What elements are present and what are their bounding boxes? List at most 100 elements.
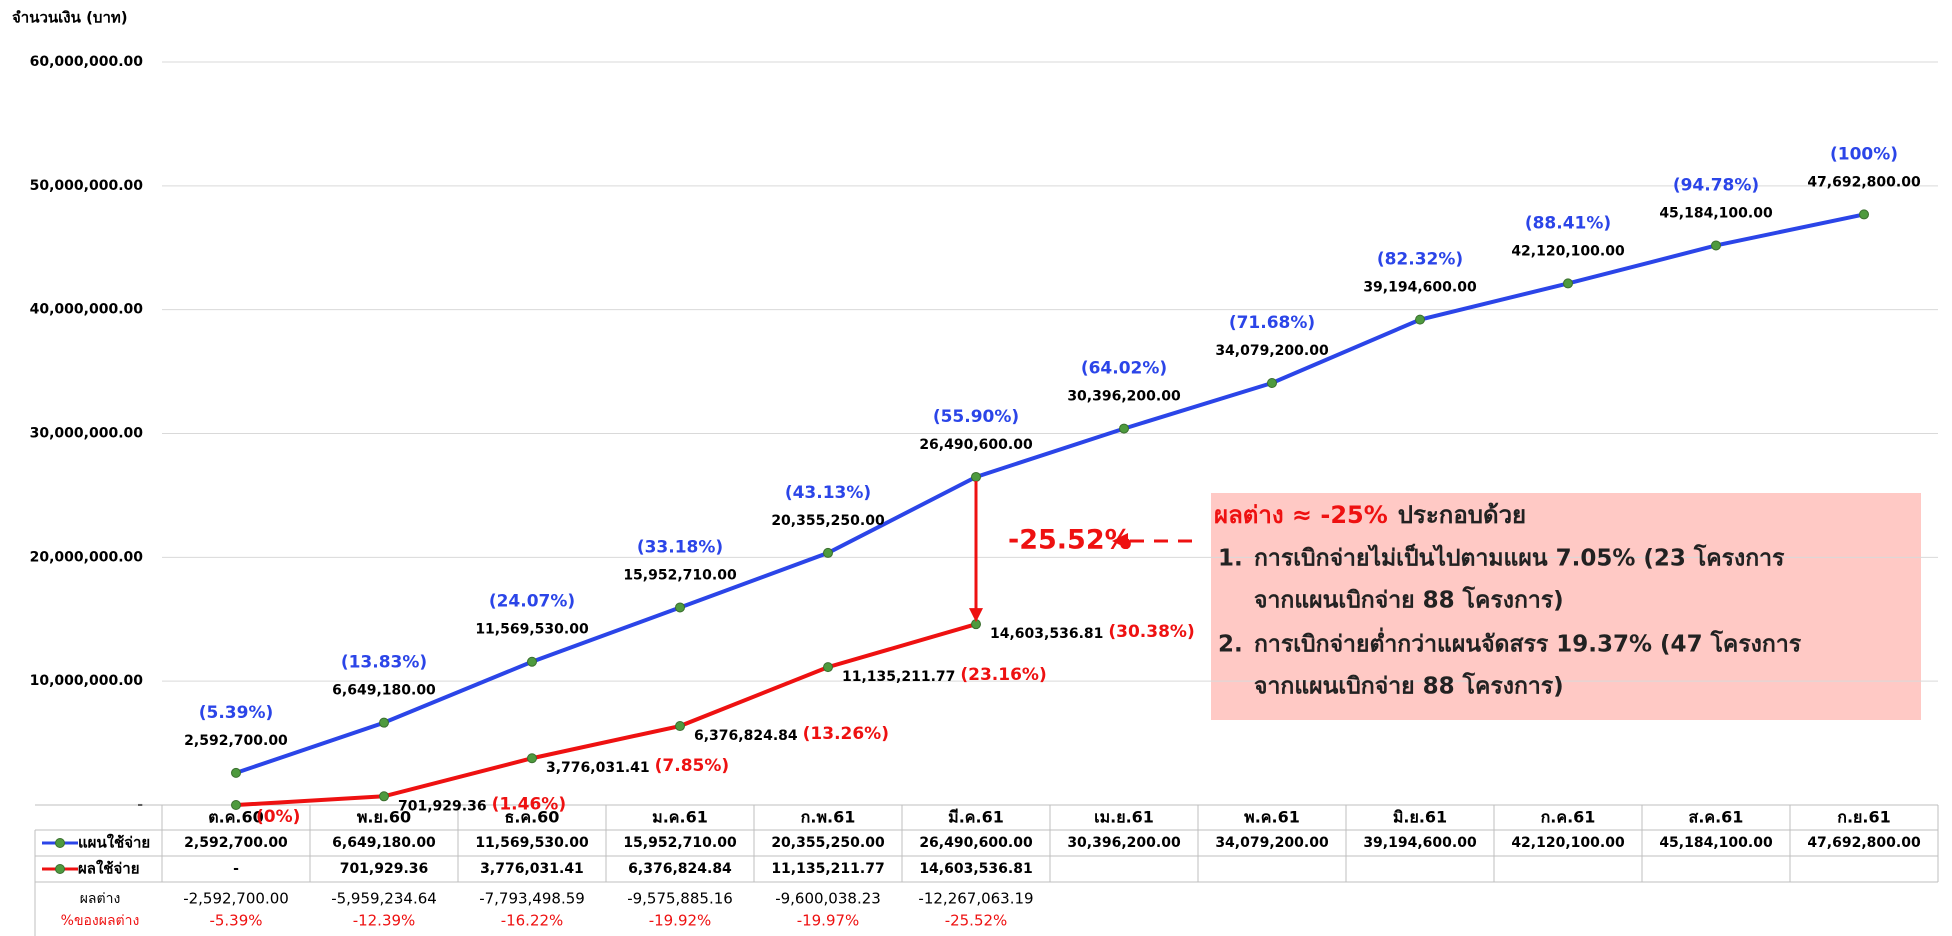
annotation-box xyxy=(1211,493,1921,720)
box-title: ผลต่าง ≈ -25% xyxy=(1214,501,1388,529)
percent-label: (30.38%) xyxy=(1108,622,1194,642)
table-cell: 30,396,200.00 xyxy=(1067,835,1181,851)
table-cell: -12,267,063.19 xyxy=(918,890,1033,908)
marker xyxy=(1267,377,1277,388)
marker xyxy=(823,547,833,558)
series-line xyxy=(235,212,1865,775)
data-label: 14,603,536.81 xyxy=(990,626,1103,642)
x-tick-label: มิ.ย.61 xyxy=(1393,808,1447,827)
box-item-line: การเบิกจ่ายต่ำกว่าแผนจัดสรร 19.37% (47 โ… xyxy=(1254,627,1802,658)
marker xyxy=(231,800,241,810)
table-cell: 701,929.36 xyxy=(340,861,429,877)
table-cell: 11,569,530.00 xyxy=(475,835,589,851)
legend-label: ผลใช้จ่าย xyxy=(78,860,140,878)
data-label: 701,929.36 xyxy=(398,798,487,814)
percent-label: (13.83%) xyxy=(341,653,427,673)
row-label: ผลต่าง xyxy=(80,891,121,907)
table-cell: -7,793,498.59 xyxy=(479,890,585,908)
percent-label: (71.68%) xyxy=(1229,313,1315,333)
y-axis-title: จำนวนเงิน (บาท) xyxy=(12,9,128,27)
x-tick-label: ก.พ.61 xyxy=(801,808,856,827)
y-tick-label: 30,000,000.00 xyxy=(30,426,144,442)
percent-label: (82.32%) xyxy=(1377,250,1463,270)
data-label: 11,569,530.00 xyxy=(475,622,589,638)
table-cell: -5.39% xyxy=(209,912,262,930)
percent-label: (13.26%) xyxy=(803,724,889,744)
marker xyxy=(1859,209,1869,220)
table-cell: -19.92% xyxy=(649,912,712,930)
x-tick-label: ก.ค.61 xyxy=(1541,808,1596,827)
table-cell: -19.97% xyxy=(797,912,860,930)
table-cell: -12.39% xyxy=(353,912,416,930)
table-cell: -2,592,700.00 xyxy=(183,890,289,908)
y-tick-label: 20,000,000.00 xyxy=(30,549,144,565)
table-cell: 3,776,031.41 xyxy=(480,861,584,877)
marker xyxy=(823,662,833,673)
legend-marker xyxy=(55,864,65,874)
percent-label: (1.46%) xyxy=(492,794,567,814)
table-cell: 47,692,800.00 xyxy=(1807,835,1921,851)
data-label: 3,776,031.41 xyxy=(546,760,650,776)
y-tick-label: 40,000,000.00 xyxy=(30,302,144,318)
legend-marker xyxy=(55,838,65,848)
y-tick-label: 10,000,000.00 xyxy=(30,673,144,689)
marker xyxy=(527,656,537,667)
x-tick-label: ธ.ค.60 xyxy=(505,808,560,827)
box-item-marker: 2. xyxy=(1218,632,1243,658)
marker xyxy=(971,471,981,482)
data-label: 42,120,100.00 xyxy=(1511,243,1625,259)
data-label: 45,184,100.00 xyxy=(1659,205,1773,221)
y-tick-label: 60,000,000.00 xyxy=(30,54,144,70)
x-tick-label: ก.ย.61 xyxy=(1837,808,1890,827)
table-cell: 6,376,824.84 xyxy=(628,861,732,877)
data-label: 15,952,710.00 xyxy=(623,567,737,583)
percent-label: (100%) xyxy=(1830,144,1898,164)
series-line xyxy=(235,622,977,807)
box-item-line: การเบิกจ่ายไม่เป็นไปตามแผน 7.05% (23 โคร… xyxy=(1254,543,1785,572)
marker xyxy=(1119,423,1129,434)
data-label: 6,649,180.00 xyxy=(332,683,436,699)
table-cell: 45,184,100.00 xyxy=(1659,835,1773,851)
x-tick-label: มี.ค.61 xyxy=(948,808,1004,827)
box-item-marker: 1. xyxy=(1218,546,1243,572)
percent-label: (88.41%) xyxy=(1525,213,1611,233)
percent-label: (7.85%) xyxy=(655,756,730,776)
table-cell: 26,490,600.00 xyxy=(919,835,1033,851)
table-cell: 14,603,536.81 xyxy=(919,861,1032,877)
table-cell: -5,959,234.64 xyxy=(331,890,437,908)
legend-label: แผนใช้จ่าย xyxy=(78,834,150,852)
data-label: 6,376,824.84 xyxy=(694,728,798,744)
table-cell: 15,952,710.00 xyxy=(623,835,737,851)
data-label: 30,396,200.00 xyxy=(1067,389,1181,405)
marker xyxy=(527,753,537,764)
x-tick-label: ส.ค.61 xyxy=(1689,808,1744,827)
data-label: 34,079,200.00 xyxy=(1215,343,1329,359)
table-cell: 11,135,211.77 xyxy=(771,861,884,877)
percent-label: (0%) xyxy=(256,807,300,827)
data-label: 39,194,600.00 xyxy=(1363,280,1477,296)
data-label: 2,592,700.00 xyxy=(184,733,288,749)
table-cell: 39,194,600.00 xyxy=(1363,835,1477,851)
table-cell: 20,355,250.00 xyxy=(771,835,885,851)
marker xyxy=(1415,314,1425,325)
percent-label: (33.18%) xyxy=(637,537,723,557)
marker xyxy=(675,602,685,613)
x-tick-label: ม.ค.61 xyxy=(652,808,708,827)
percent-label: (23.16%) xyxy=(960,665,1046,685)
y-tick-label: 50,000,000.00 xyxy=(30,178,144,194)
x-tick-label: พ.ค.61 xyxy=(1244,808,1300,827)
data-label: 11,135,211.77 xyxy=(842,669,955,685)
data-label: 47,692,800.00 xyxy=(1807,174,1921,190)
marker xyxy=(1711,240,1721,251)
x-tick-label: เม.ย.61 xyxy=(1094,808,1154,827)
table-cell: -16.22% xyxy=(501,912,564,930)
table-cell: -9,600,038.23 xyxy=(775,890,881,908)
percent-label: (64.02%) xyxy=(1081,359,1167,379)
percent-label: (94.78%) xyxy=(1673,175,1759,195)
dashed-arrowhead xyxy=(1112,533,1128,549)
gap-label: -25.52% xyxy=(1008,525,1132,556)
table-cell: 6,649,180.00 xyxy=(332,835,436,851)
marker xyxy=(675,721,685,732)
percent-label: (5.39%) xyxy=(199,703,274,723)
